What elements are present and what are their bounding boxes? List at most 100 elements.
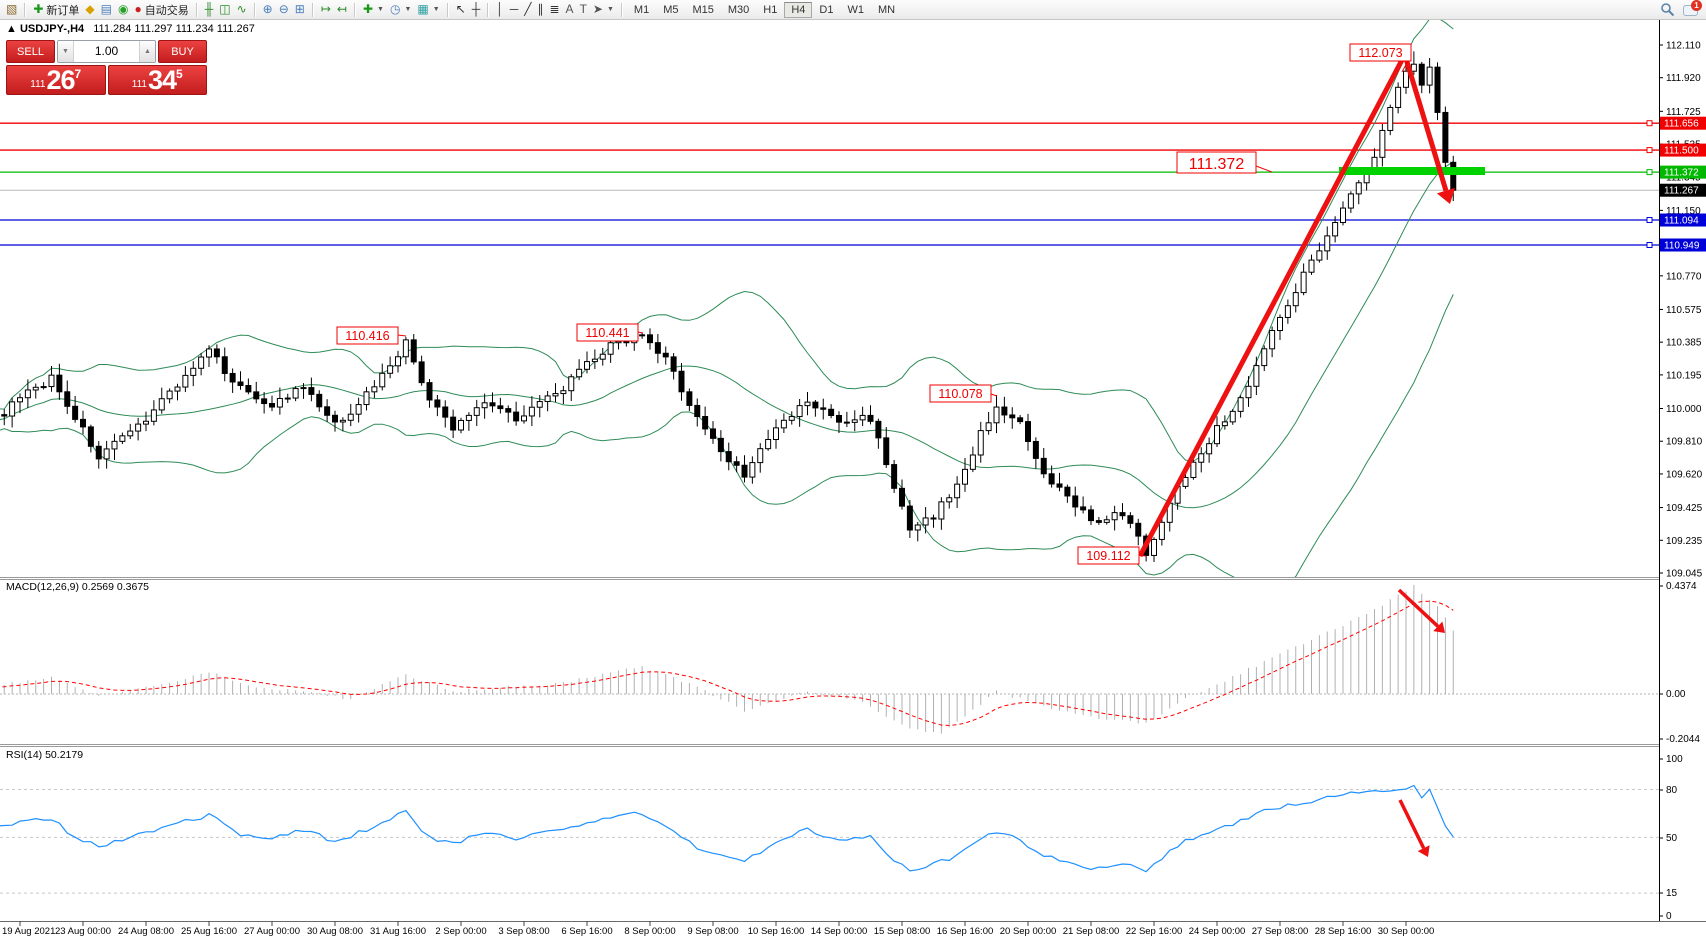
ask-prefix: 111 (131, 79, 147, 90)
ask-pip-digit: 5 (176, 67, 183, 81)
price-annotation[interactable]: 109.112 (1077, 546, 1147, 565)
dropdown-caret-icon[interactable]: ▼ (404, 6, 412, 13)
price-annotation[interactable]: 112.073 (1349, 43, 1412, 73)
timeframe-button-mn[interactable]: MN (877, 3, 896, 16)
date-label: 30 Sep 00:00 (1378, 926, 1435, 937)
price-annotation[interactable]: 110.441 (576, 323, 644, 342)
chart-preview-icon[interactable]: ▧ (3, 1, 20, 19)
text-label-icon[interactable]: T (577, 1, 590, 19)
timeframe-button-h1[interactable]: H1 (763, 3, 778, 16)
volume-input[interactable]: 1.00 (94, 44, 119, 58)
rsi-down-arrow[interactable] (1398, 799, 1426, 849)
macd-signal-line (0, 600, 1454, 727)
sell-button[interactable]: SELL (6, 40, 55, 63)
rsi-panel[interactable] (0, 784, 1659, 894)
new-order-button: ✚ (33, 2, 44, 16)
dropdown-caret-icon[interactable]: ▼ (377, 6, 384, 13)
tile-windows-icon[interactable]: ⊞ (292, 1, 308, 19)
bid-price-box[interactable]: 111 26 7 (6, 65, 106, 95)
macd-down-arrow[interactable] (1397, 588, 1440, 628)
price-annotation[interactable]: 110.078 (929, 384, 998, 403)
symbol-info-bar[interactable]: ▲ USDJPY-,H4 111.284 111.297 111.234 111… (6, 23, 255, 35)
price-badge-111.656: 111.656 (1660, 116, 1706, 130)
navigator-icon[interactable]: ◉ (115, 1, 131, 19)
price-annotation[interactable]: 110.416 (336, 326, 407, 345)
timeframe-button-w1[interactable]: W1 (847, 3, 864, 16)
axis-label: 100 (1666, 754, 1683, 765)
line-handle[interactable] (1646, 120, 1653, 127)
equidistant-channel-icon[interactable]: ∥ (534, 1, 546, 19)
bar-chart-icon[interactable]: ╫ (202, 1, 217, 19)
line-handle[interactable] (1646, 169, 1653, 176)
annotation-text: 110.416 (345, 329, 389, 343)
buy-button[interactable]: BUY (158, 40, 207, 63)
arrows-icon: ➤ (592, 2, 603, 16)
annotation-text: 112.073 (1358, 46, 1402, 60)
chart-shift-icon[interactable]: ↤ (334, 1, 350, 19)
search-icon[interactable] (1660, 2, 1675, 17)
text-icon[interactable]: A (563, 1, 577, 19)
notifications-icon[interactable]: 1 (1683, 0, 1702, 17)
date-label: 28 Sep 16:00 (1315, 926, 1372, 937)
trend-up-line[interactable] (1137, 58, 1405, 558)
indicators-button[interactable]: ✚ ▼ (360, 1, 387, 19)
axis-label: 110.195 (1666, 370, 1702, 381)
arrows-icon[interactable]: ➤ ▼ (590, 1, 617, 19)
trendline-icon[interactable]: ╱ (521, 1, 534, 19)
horizontal-line-icon: ─ (509, 2, 519, 16)
zoom-in-icon: ⊕ (262, 2, 273, 16)
volume-decrease-button[interactable]: ▼ (58, 41, 74, 62)
line-chart-icon[interactable]: ∿ (234, 1, 250, 19)
axis-label: 111.725 (1666, 107, 1701, 118)
crosshair-icon[interactable]: ┼ (469, 1, 484, 19)
timeframe-button-m5[interactable]: M5 (663, 3, 679, 16)
line-handle[interactable] (1646, 217, 1653, 224)
timeframe-button-h4[interactable]: H4 (784, 1, 813, 18)
new-order-button[interactable]: ✚ 新订单 (30, 1, 82, 19)
horizontal-line-icon[interactable]: ─ (507, 1, 522, 19)
market-watch-icon[interactable]: ◆ (82, 1, 97, 19)
support-zone-bar[interactable] (1339, 167, 1485, 175)
price-annotation[interactable]: 111.372 (1176, 151, 1273, 174)
timeframe-button-m1[interactable]: M1 (633, 3, 650, 16)
macd-panel[interactable] (0, 584, 1659, 734)
data-window-icon[interactable]: ▤ (98, 1, 115, 19)
tile-windows-icon: ⊞ (294, 2, 305, 16)
axis-label: 110.385 (1666, 338, 1702, 349)
timeframe-button-d1[interactable]: D1 (819, 3, 834, 16)
ask-price-box[interactable]: 111 34 5 (107, 65, 207, 95)
line-handle[interactable] (1646, 242, 1653, 249)
timeframe-button-m15[interactable]: M15 (692, 3, 714, 16)
volume-increase-button[interactable]: ▲ (139, 41, 155, 62)
date-label: 9 Sep 08:00 (687, 926, 738, 937)
bid-pip-digit: 7 (74, 67, 82, 81)
axis-label: 110.770 (1666, 271, 1702, 282)
collapse-arrow-icon[interactable]: ▲ (6, 23, 17, 35)
autotrading-button[interactable]: ● 自动交易 (131, 1, 191, 19)
periods-button[interactable]: ◷ ▼ (387, 1, 414, 19)
main-chart-panel[interactable]: 112.073 111.372 110.416 110.441 110.078 109.1… (0, 18, 1659, 588)
candlestick-chart-icon[interactable]: ◫ (216, 1, 233, 19)
timeframe-button-m30[interactable]: M30 (727, 3, 750, 16)
annotation-text: 110.078 (938, 387, 982, 401)
cursor-icon[interactable]: ↖ (453, 1, 469, 19)
price-badge-111.500: 111.500 (1660, 143, 1706, 157)
auto-scroll-icon[interactable]: ↦ (318, 1, 334, 19)
crosshair-icon: ┼ (471, 2, 481, 16)
templates-button[interactable]: ▦ ▼ (414, 1, 442, 19)
dropdown-caret-icon[interactable]: ▼ (606, 6, 614, 13)
macd-histogram (3, 584, 1454, 734)
date-label: 15 Sep 08:00 (874, 926, 931, 937)
vertical-line-icon[interactable]: │ (493, 1, 507, 19)
dropdown-caret-icon[interactable]: ▼ (432, 6, 440, 13)
axis-label: 109.235 (1666, 536, 1703, 547)
trend-down-arrow[interactable] (1401, 51, 1449, 192)
zoom-in-icon[interactable]: ⊕ (260, 1, 276, 19)
zoom-out-icon[interactable]: ⊖ (276, 1, 292, 19)
line-handle[interactable] (1646, 147, 1653, 154)
fibonacci-icon[interactable]: ≣ (546, 1, 562, 19)
axis-label: 111.150 (1666, 206, 1701, 217)
rsi-down-arrow-head (1417, 845, 1430, 857)
